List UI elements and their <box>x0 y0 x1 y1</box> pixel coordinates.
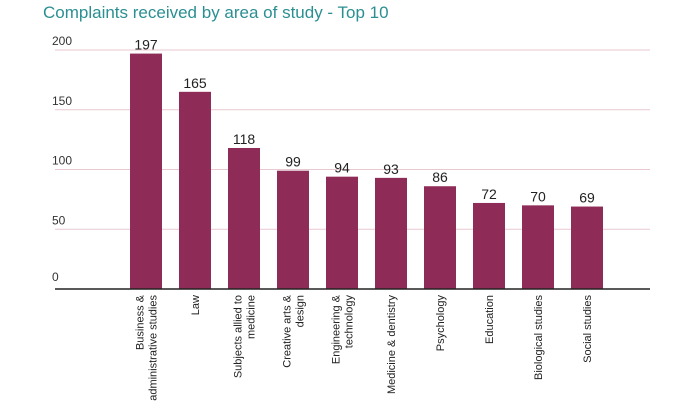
y-tick-label: 100 <box>52 154 72 168</box>
data-label: 69 <box>579 190 595 206</box>
data-label: 86 <box>432 169 448 185</box>
bar <box>522 205 554 289</box>
data-label: 70 <box>530 188 546 204</box>
data-label: 118 <box>233 131 256 147</box>
category-label: Education <box>484 295 496 344</box>
category-label-line: Education <box>484 295 496 344</box>
data-label: 72 <box>481 186 497 202</box>
data-label: 197 <box>134 37 158 53</box>
data-label: 165 <box>183 75 207 91</box>
category-label: Social studies <box>582 295 594 363</box>
bar <box>473 202 505 289</box>
category-label: Medicine & dentistry <box>386 295 398 395</box>
category-label: Engineering & technology <box>331 294 356 364</box>
category-label: Subjects allied to medicine <box>233 295 258 378</box>
data-label: 94 <box>334 160 350 176</box>
data-label: 93 <box>383 161 399 177</box>
data-label: 99 <box>285 154 301 170</box>
category-label-line: Psychology <box>435 295 447 352</box>
bar <box>277 170 309 289</box>
category-label: Business & administrative studies <box>135 294 160 400</box>
bar <box>424 186 456 289</box>
category-label-line: Medicine & dentistry <box>386 295 398 395</box>
y-tick-label: 150 <box>52 94 72 108</box>
category-label-line: technology <box>344 295 356 349</box>
bar <box>130 53 162 290</box>
category-label: Psychology <box>435 295 447 352</box>
category-label-line: Subjects allied to <box>233 295 245 378</box>
y-tick-label: 50 <box>52 213 66 227</box>
category-label: Law <box>190 295 202 315</box>
y-tick-label: 0 <box>52 270 59 284</box>
category-label-line: medicine <box>246 295 258 339</box>
bar <box>571 206 603 289</box>
chart-title: Complaints received by area of study - T… <box>43 3 389 22</box>
category-label-line: Law <box>190 295 202 315</box>
category-label-line: administrative studies <box>148 295 160 401</box>
category-label-line: Engineering & <box>331 294 343 364</box>
bar <box>228 147 260 289</box>
y-tick-label: 200 <box>52 34 72 48</box>
category-label-line: Creative arts & <box>282 294 294 367</box>
category-label: Biological studies <box>533 295 545 380</box>
category-label-line: Business & <box>135 294 147 350</box>
category-label-line: Biological studies <box>533 295 545 380</box>
category-label-line: Social studies <box>582 295 594 363</box>
category-label: Creative arts & design <box>282 294 307 367</box>
category-label-line: design <box>295 295 307 327</box>
bar <box>179 91 211 289</box>
bar <box>326 176 358 289</box>
bar <box>375 177 407 289</box>
